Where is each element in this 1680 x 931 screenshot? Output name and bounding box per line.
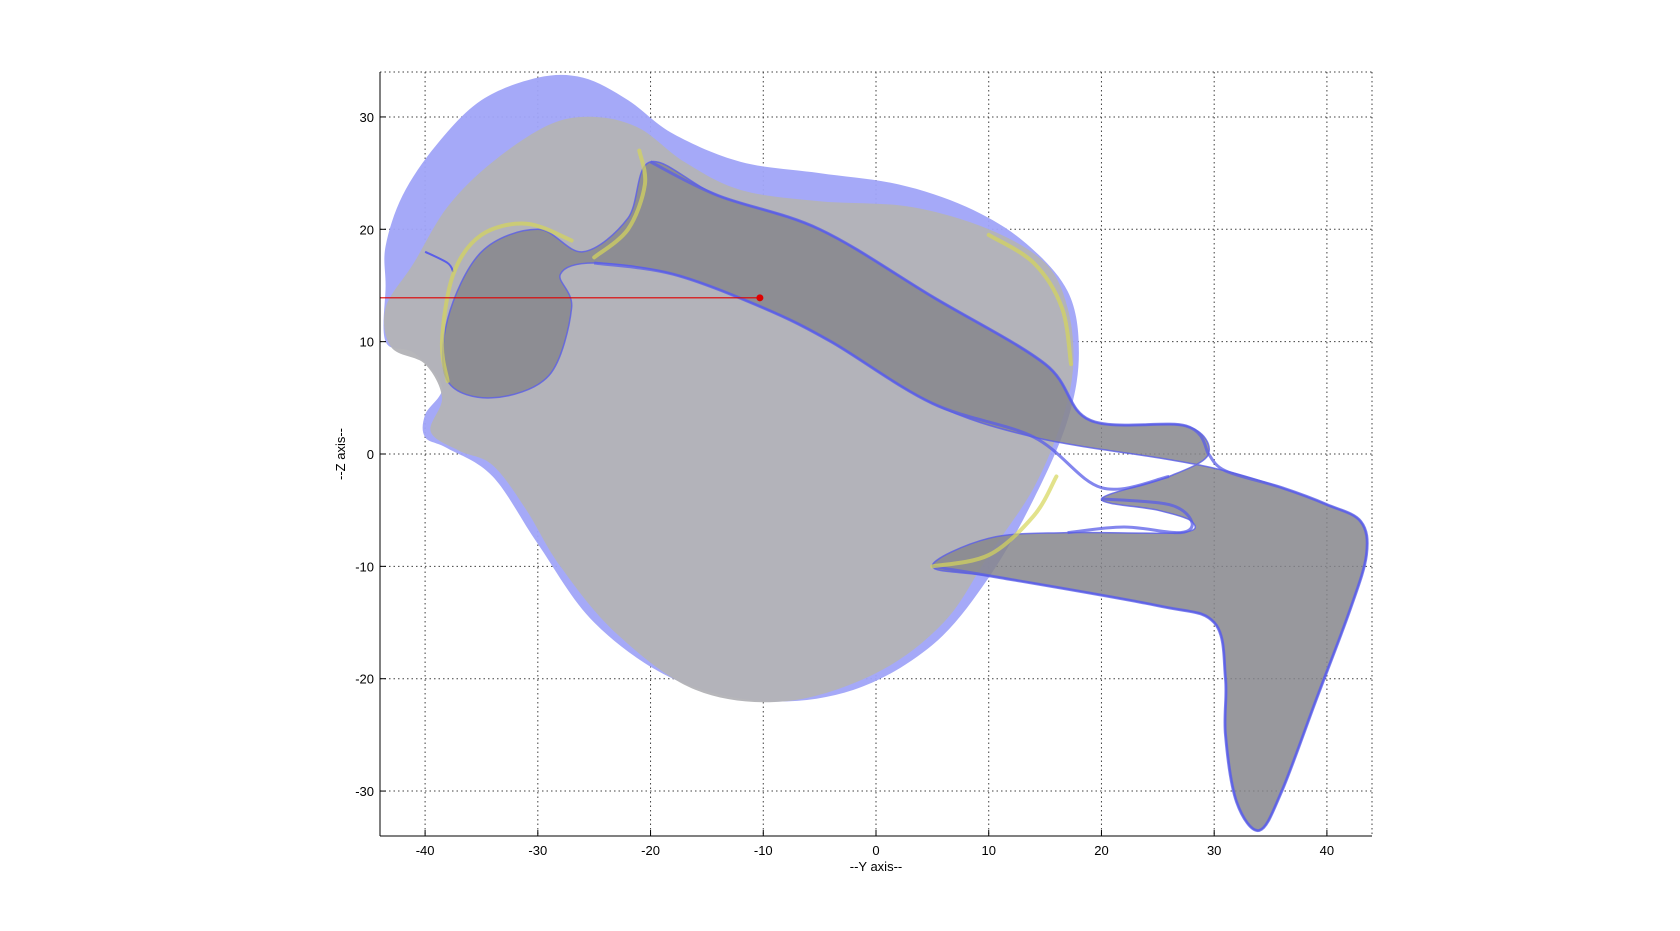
highlight-arc: [930, 474, 1059, 569]
x-tick-label: -20: [641, 843, 660, 858]
tick-labels: -40 -30 -20 -10 0 10 20 30 40 30 20 10 0 -10 -20 -30: [355, 110, 1334, 858]
x-tick-label: 10: [981, 843, 995, 858]
x-tick-label: 0: [872, 843, 879, 858]
y-axis-label: --Z axis--: [333, 428, 348, 480]
y-tick-label: 20: [360, 222, 374, 237]
tract-edge: [932, 452, 1369, 832]
highlight-arc: [592, 148, 648, 260]
highlight-arc: [986, 232, 1073, 367]
tract-edge: [649, 160, 1210, 455]
tract-edge: [593, 261, 1170, 491]
marker-point: [756, 294, 764, 302]
y-tick-label: -10: [355, 559, 374, 574]
x-tick-label: -40: [416, 843, 435, 858]
x-tick-label: 40: [1320, 843, 1334, 858]
y-tick-label: -30: [355, 784, 374, 799]
highlight-arc: [439, 221, 574, 383]
axes: [379, 72, 1372, 837]
cavity-edge: [424, 250, 455, 273]
x-tick-label: -30: [528, 843, 547, 858]
y-tick-label: 0: [367, 447, 374, 462]
x-axis-label: --Y axis--: [850, 859, 902, 874]
tract-edge: [1067, 497, 1194, 535]
x-tick-label: 30: [1207, 843, 1221, 858]
y-tick-label: 10: [360, 335, 374, 350]
x-tick-label: 20: [1094, 843, 1108, 858]
y-tick-label: -20: [355, 672, 374, 687]
y-tick-label: 30: [360, 110, 374, 125]
surface-layer: [380, 74, 1369, 832]
x-tick-label: -10: [754, 843, 773, 858]
